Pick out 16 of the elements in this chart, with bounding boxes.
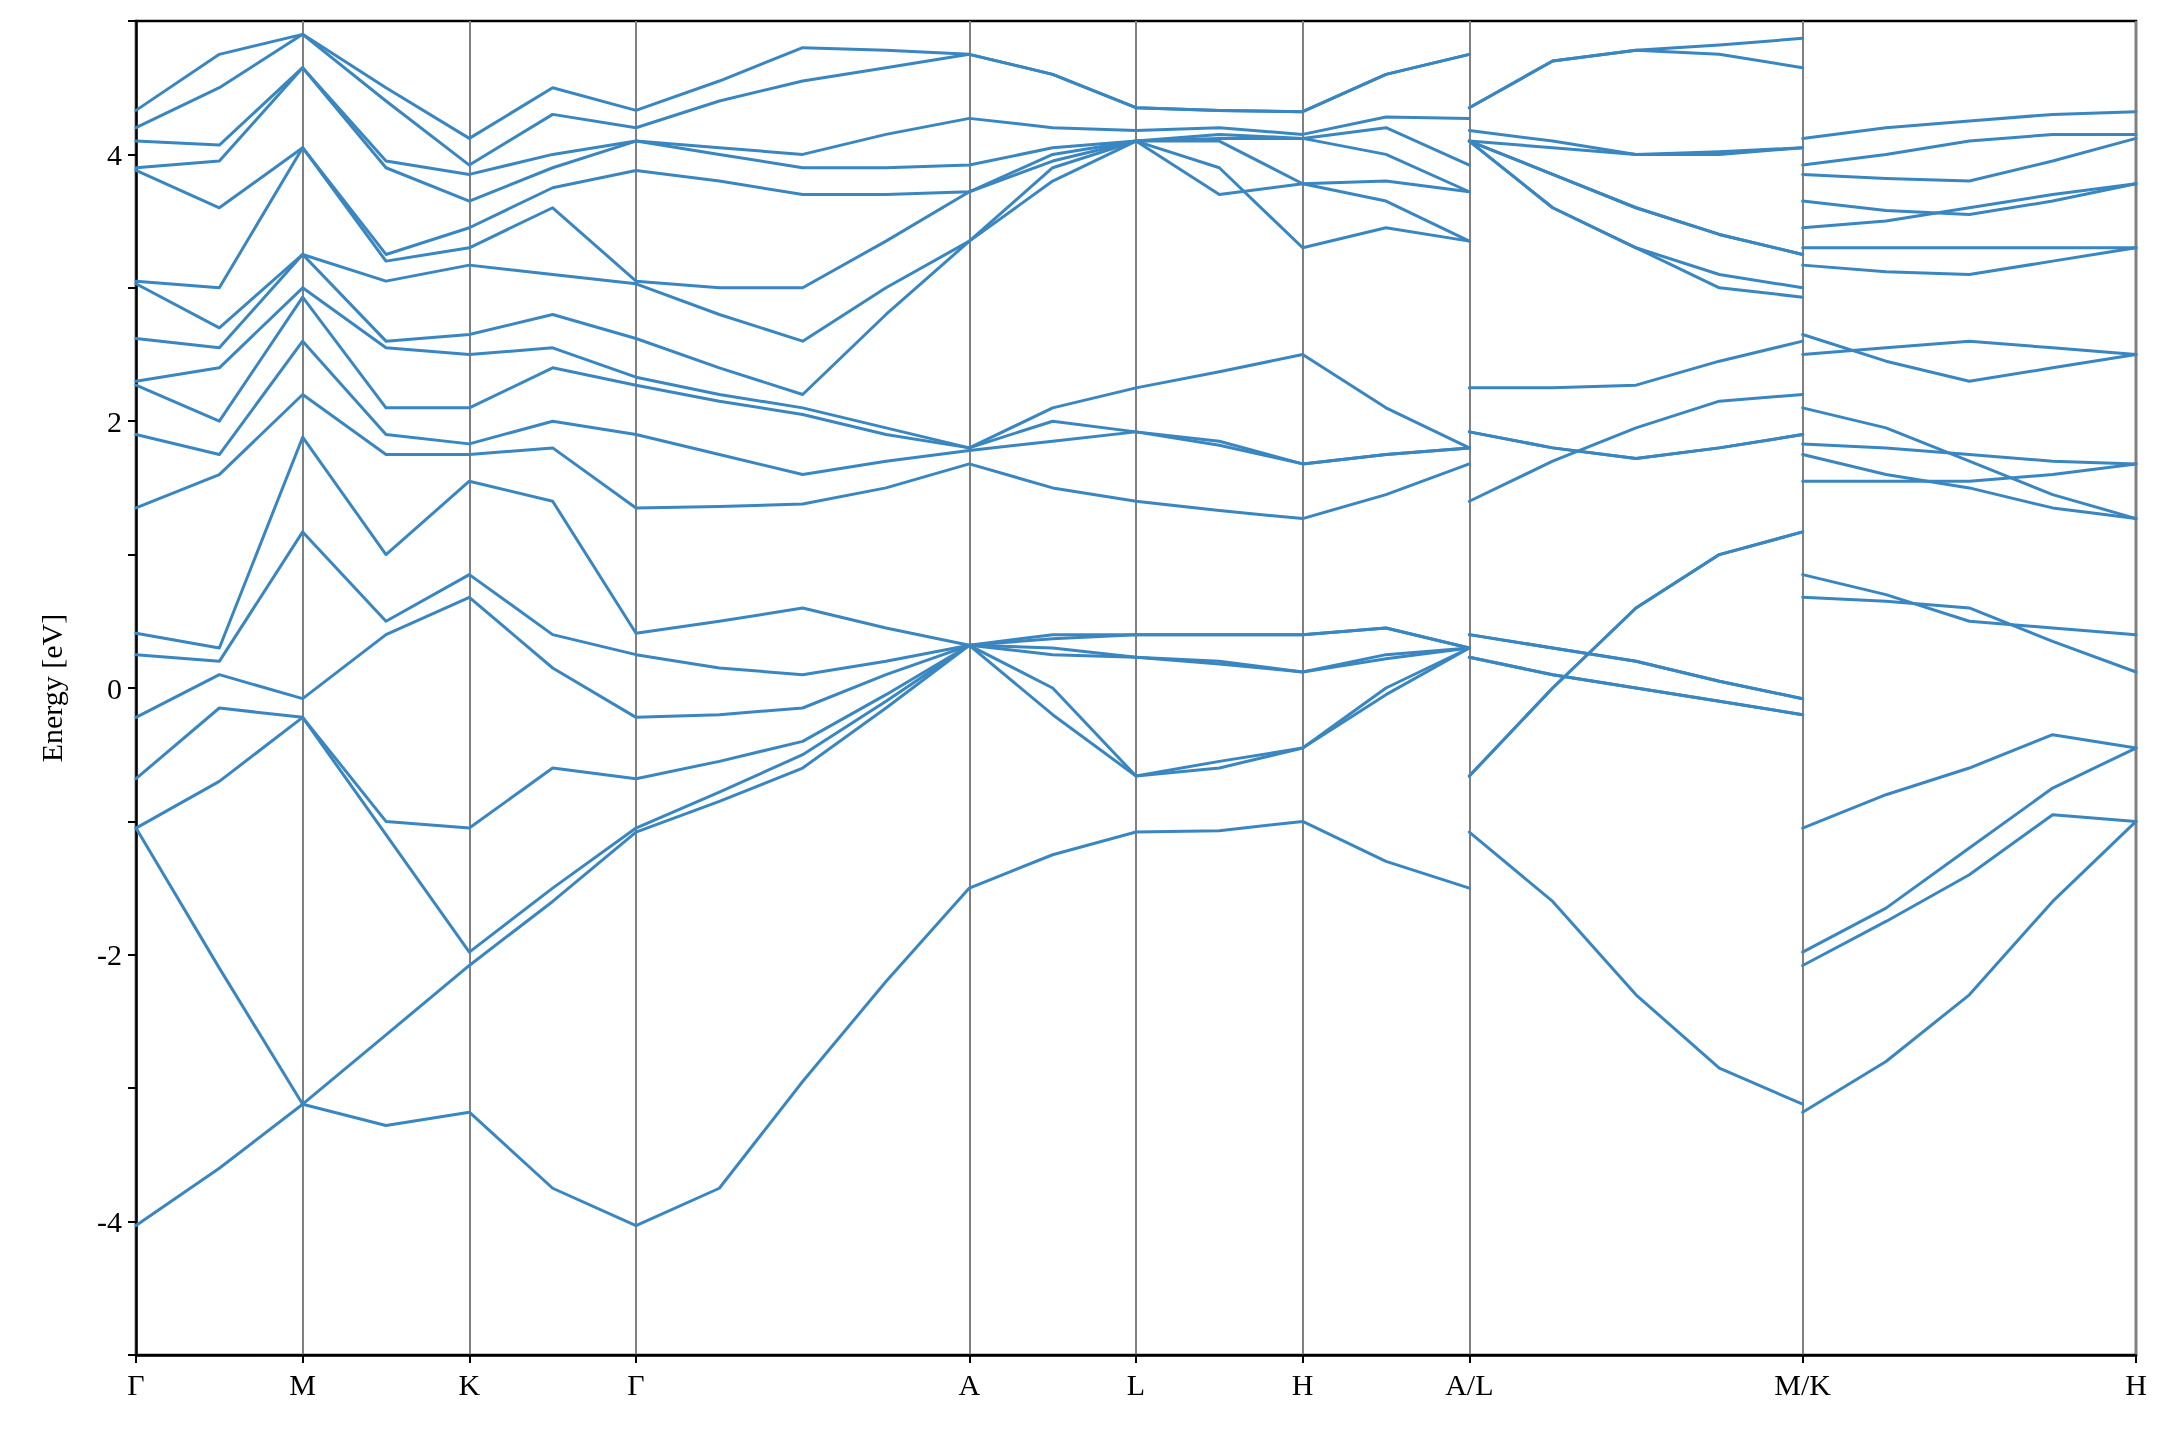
y-tick-label: 0 <box>107 671 122 705</box>
x-tick-label: H <box>1291 1367 1314 1401</box>
x-tick-label: M/K <box>1774 1367 1832 1401</box>
x-tick-label: L <box>1126 1367 1146 1401</box>
x-tick-label: A/L <box>1445 1367 1494 1401</box>
y-tick-label: 2 <box>107 404 122 438</box>
x-tick-label: A <box>958 1367 981 1401</box>
x-tick-label: H <box>2125 1367 2147 1401</box>
x-tick-label: Γ <box>127 1367 145 1401</box>
y-axis-title: Energy [eV] <box>34 613 68 763</box>
y-tick-label: 4 <box>107 137 122 171</box>
x-tick-label: Γ <box>627 1367 645 1401</box>
x-tick-label: M <box>289 1367 317 1401</box>
y-tick-label: -4 <box>97 1205 122 1239</box>
y-tick-label: -2 <box>97 938 122 972</box>
x-tick-label: K <box>458 1367 481 1401</box>
